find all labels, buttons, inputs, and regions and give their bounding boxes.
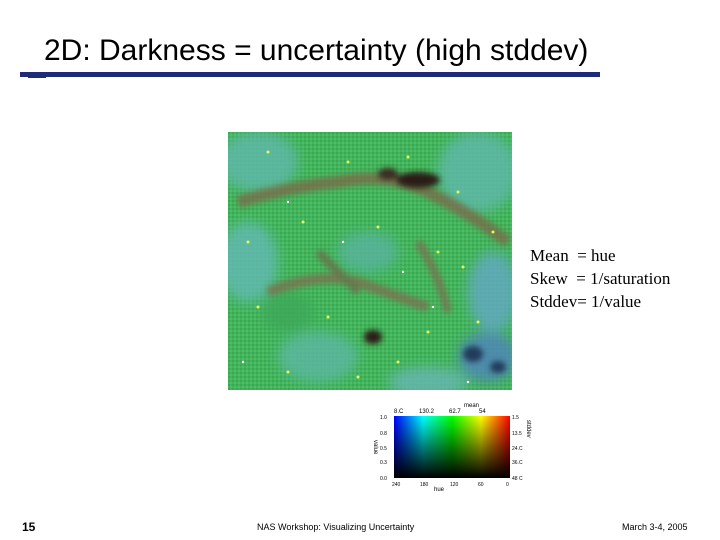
legend-right-label: stddev <box>525 420 531 438</box>
legend-top-tick-0: 8.C <box>394 409 404 415</box>
annotation-mean: Mean = hue <box>530 246 616 265</box>
legend-top-tick-2: 62.7 <box>449 409 461 415</box>
footer-date: March 3-4, 2005 <box>622 522 688 532</box>
title-underline <box>20 72 600 77</box>
legend-top-tick-1: 130.2 <box>419 409 435 415</box>
legend-bottom-tick-4: 0 <box>506 482 509 488</box>
legend-right-tick-1: 13.5 <box>512 431 522 437</box>
uncertainty-map-image <box>228 132 512 390</box>
legend-right-tick-4: 48 C <box>512 476 523 482</box>
legend-value-shade <box>394 416 510 478</box>
legend-bottom-tick-1: 180 <box>420 482 429 488</box>
encoding-annotation: Mean = hue Skew = 1/saturation Stddev= 1… <box>530 244 670 313</box>
legend-left-tick-0: 1.0 <box>380 415 387 421</box>
legend-bottom-tick-2: 120 <box>450 482 459 488</box>
legend-left-label: value <box>372 440 378 455</box>
annotation-skew: Skew = 1/saturation <box>530 269 671 288</box>
legend-right-tick-3: 36.C <box>512 460 523 466</box>
annotation-stddev: Stddev= 1/value <box>530 292 642 311</box>
legend-left-tick-2: 0.5 <box>380 446 387 452</box>
slide-number: 15 <box>22 520 36 534</box>
legend-bottom-tick-3: 60 <box>478 482 484 488</box>
color-legend: mean 8.C 130.2 62.7 54 value 1.0 0.8 0.5… <box>372 403 531 492</box>
legend-left-tick-1: 0.8 <box>380 431 387 437</box>
legend-bottom-label: hue <box>434 487 445 492</box>
slide-title: 2D: Darkness = uncertainty (high stddev) <box>44 34 589 67</box>
legend-left-tick-4: 0.0 <box>380 476 387 482</box>
title-underline-accent <box>28 74 46 78</box>
footer-event: NAS Workshop: Visualizing Uncertainty <box>257 522 415 532</box>
legend-top-tick-3: 54 <box>479 409 486 415</box>
legend-right-tick-2: 24.C <box>512 446 523 452</box>
legend-bottom-tick-0: 240 <box>392 482 401 488</box>
legend-top-label: mean <box>464 403 479 409</box>
legend-left-tick-3: 0.3 <box>380 460 387 466</box>
legend-right-tick-0: 1.5 <box>512 415 519 421</box>
